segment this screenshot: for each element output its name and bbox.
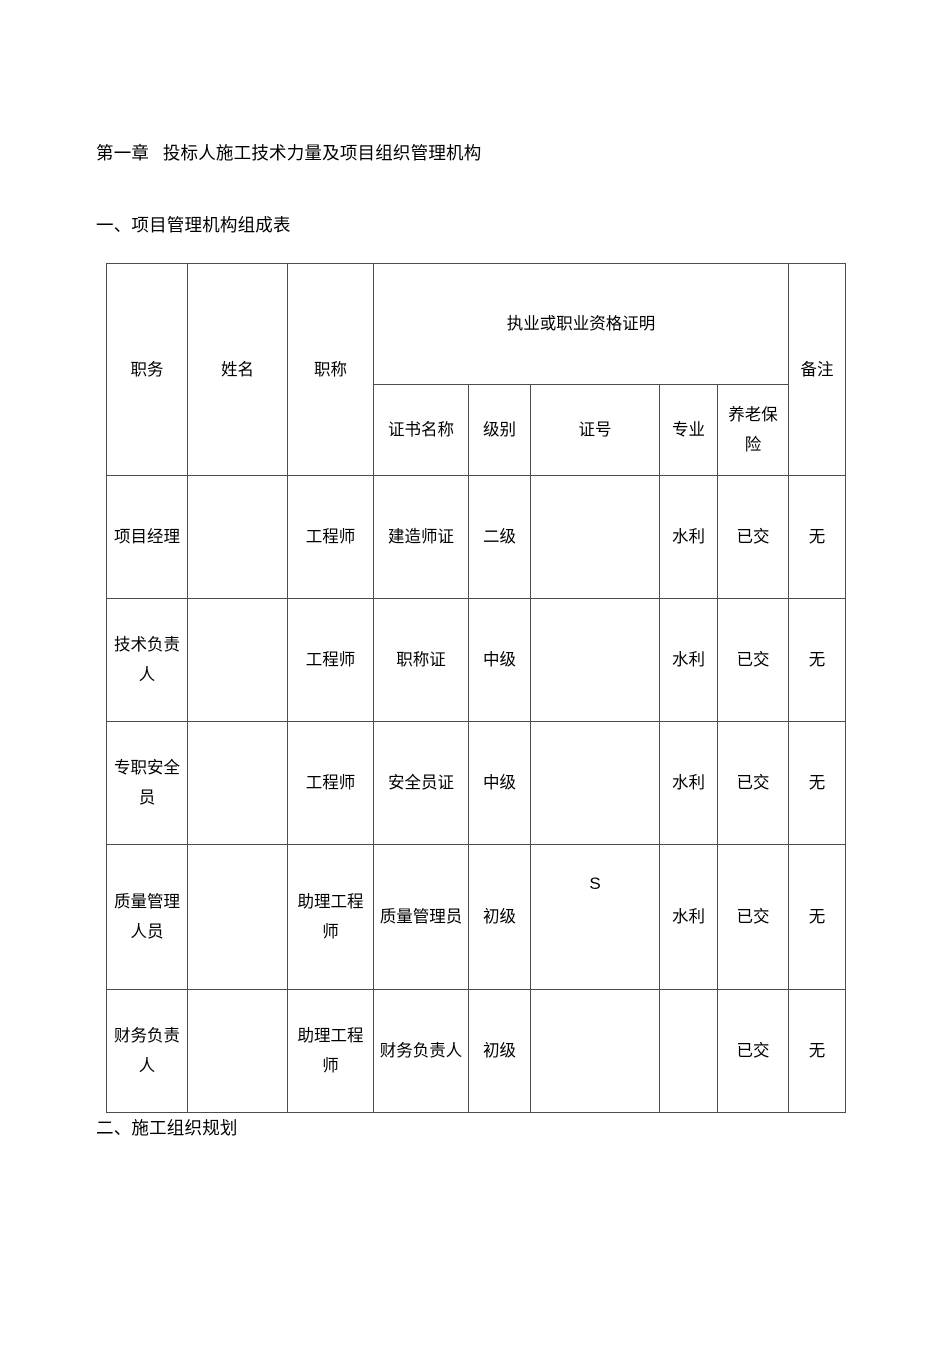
header-cert-no: 证号: [530, 383, 660, 477]
cell-name: [187, 989, 288, 1113]
cell-position: 质量管理人员: [106, 844, 188, 990]
cell-remark: 无: [788, 844, 847, 990]
table-row: 财务负责人 助理工程师 财务负责人 初级 已交 无: [106, 989, 847, 1113]
cell-title: 助理工程师: [287, 989, 374, 1113]
cell-level: 中级: [468, 721, 531, 845]
cell-cert-no: [530, 989, 660, 1113]
cell-major: [659, 989, 718, 1113]
cell-level: 中级: [468, 598, 531, 722]
table-row: 专职安全员 工程师 安全员证 中级 水利 已交 无: [106, 721, 847, 845]
cell-pension: 已交: [716, 844, 790, 990]
cell-position: 技术负责人: [106, 598, 188, 722]
cell-major: 水利: [659, 844, 718, 990]
cell-major: 水利: [659, 721, 718, 845]
cell-level: 二级: [468, 475, 531, 599]
section-heading-two: 二、施工组织规划: [96, 1118, 238, 1138]
cell-title: 工程师: [287, 598, 374, 722]
cell-position: 项目经理: [106, 475, 188, 599]
cell-name: [187, 844, 288, 990]
cell-name: [187, 475, 288, 599]
cell-name: [187, 598, 288, 722]
header-cert-name: 证书名称: [373, 383, 469, 477]
cell-remark: 无: [788, 598, 847, 722]
table-header-row-secondary: 证书名称 级别 证号 专业 养老保险: [107, 383, 846, 477]
cell-cert-name: 建造师证: [373, 475, 469, 599]
cell-title: 工程师: [287, 721, 374, 845]
table-row: 质量管理人员 助理工程师 质量管理员 初级 S 水利 已交 无: [106, 844, 847, 990]
cell-remark: 无: [788, 475, 847, 599]
header-title: 职称: [287, 263, 374, 476]
cell-pension: 已交: [716, 475, 790, 599]
header-level: 级别: [468, 383, 531, 477]
cell-cert-no: [530, 598, 660, 722]
cell-pension: 已交: [716, 721, 790, 845]
cell-cert-name: 财务负责人: [373, 989, 469, 1113]
cell-title: 工程师: [287, 475, 374, 599]
header-qualification-group: 执业或职业资格证明: [372, 263, 790, 385]
cell-cert-name: 安全员证: [373, 721, 469, 845]
cell-level: 初级: [468, 844, 531, 990]
cell-remark: 无: [788, 989, 847, 1113]
cell-major: 水利: [659, 475, 718, 599]
cell-major: 水利: [659, 598, 718, 722]
cell-cert-name: 质量管理员: [373, 844, 469, 990]
header-major: 专业: [659, 383, 718, 477]
cell-pension: 已交: [716, 598, 790, 722]
cell-level: 初级: [468, 989, 531, 1113]
chapter-heading: 第一章 投标人施工技术力量及项目组织管理机构: [96, 143, 482, 163]
cell-remark: 无: [788, 721, 847, 845]
header-pension: 养老保险: [716, 383, 790, 477]
table-row: 项目经理 工程师 建造师证 二级 水利 已交 无: [106, 475, 847, 599]
cell-pension: 已交: [716, 989, 790, 1113]
header-position: 职务: [106, 263, 188, 476]
table-header-row-primary: 职务 姓名 职称 执业或职业资格证明 备注: [106, 263, 847, 476]
header-remark: 备注: [788, 263, 847, 476]
table-row: 技术负责人 工程师 职称证 中级 水利 已交 无: [106, 598, 847, 722]
cell-name: [187, 721, 288, 845]
cell-cert-no: [530, 721, 660, 845]
project-management-org-table: 职务 姓名 职称 执业或职业资格证明 备注 证书名称 级别 证号 专业 养老保险…: [106, 263, 847, 1113]
cell-cert-name: 职称证: [373, 598, 469, 722]
cell-cert-no: S: [530, 844, 660, 990]
cell-title: 助理工程师: [287, 844, 374, 990]
cell-cert-no: [530, 475, 660, 599]
section-heading-one: 一、项目管理机构组成表: [96, 215, 291, 235]
cell-position: 财务负责人: [106, 989, 188, 1113]
header-name: 姓名: [187, 263, 288, 476]
cell-position: 专职安全员: [106, 721, 188, 845]
